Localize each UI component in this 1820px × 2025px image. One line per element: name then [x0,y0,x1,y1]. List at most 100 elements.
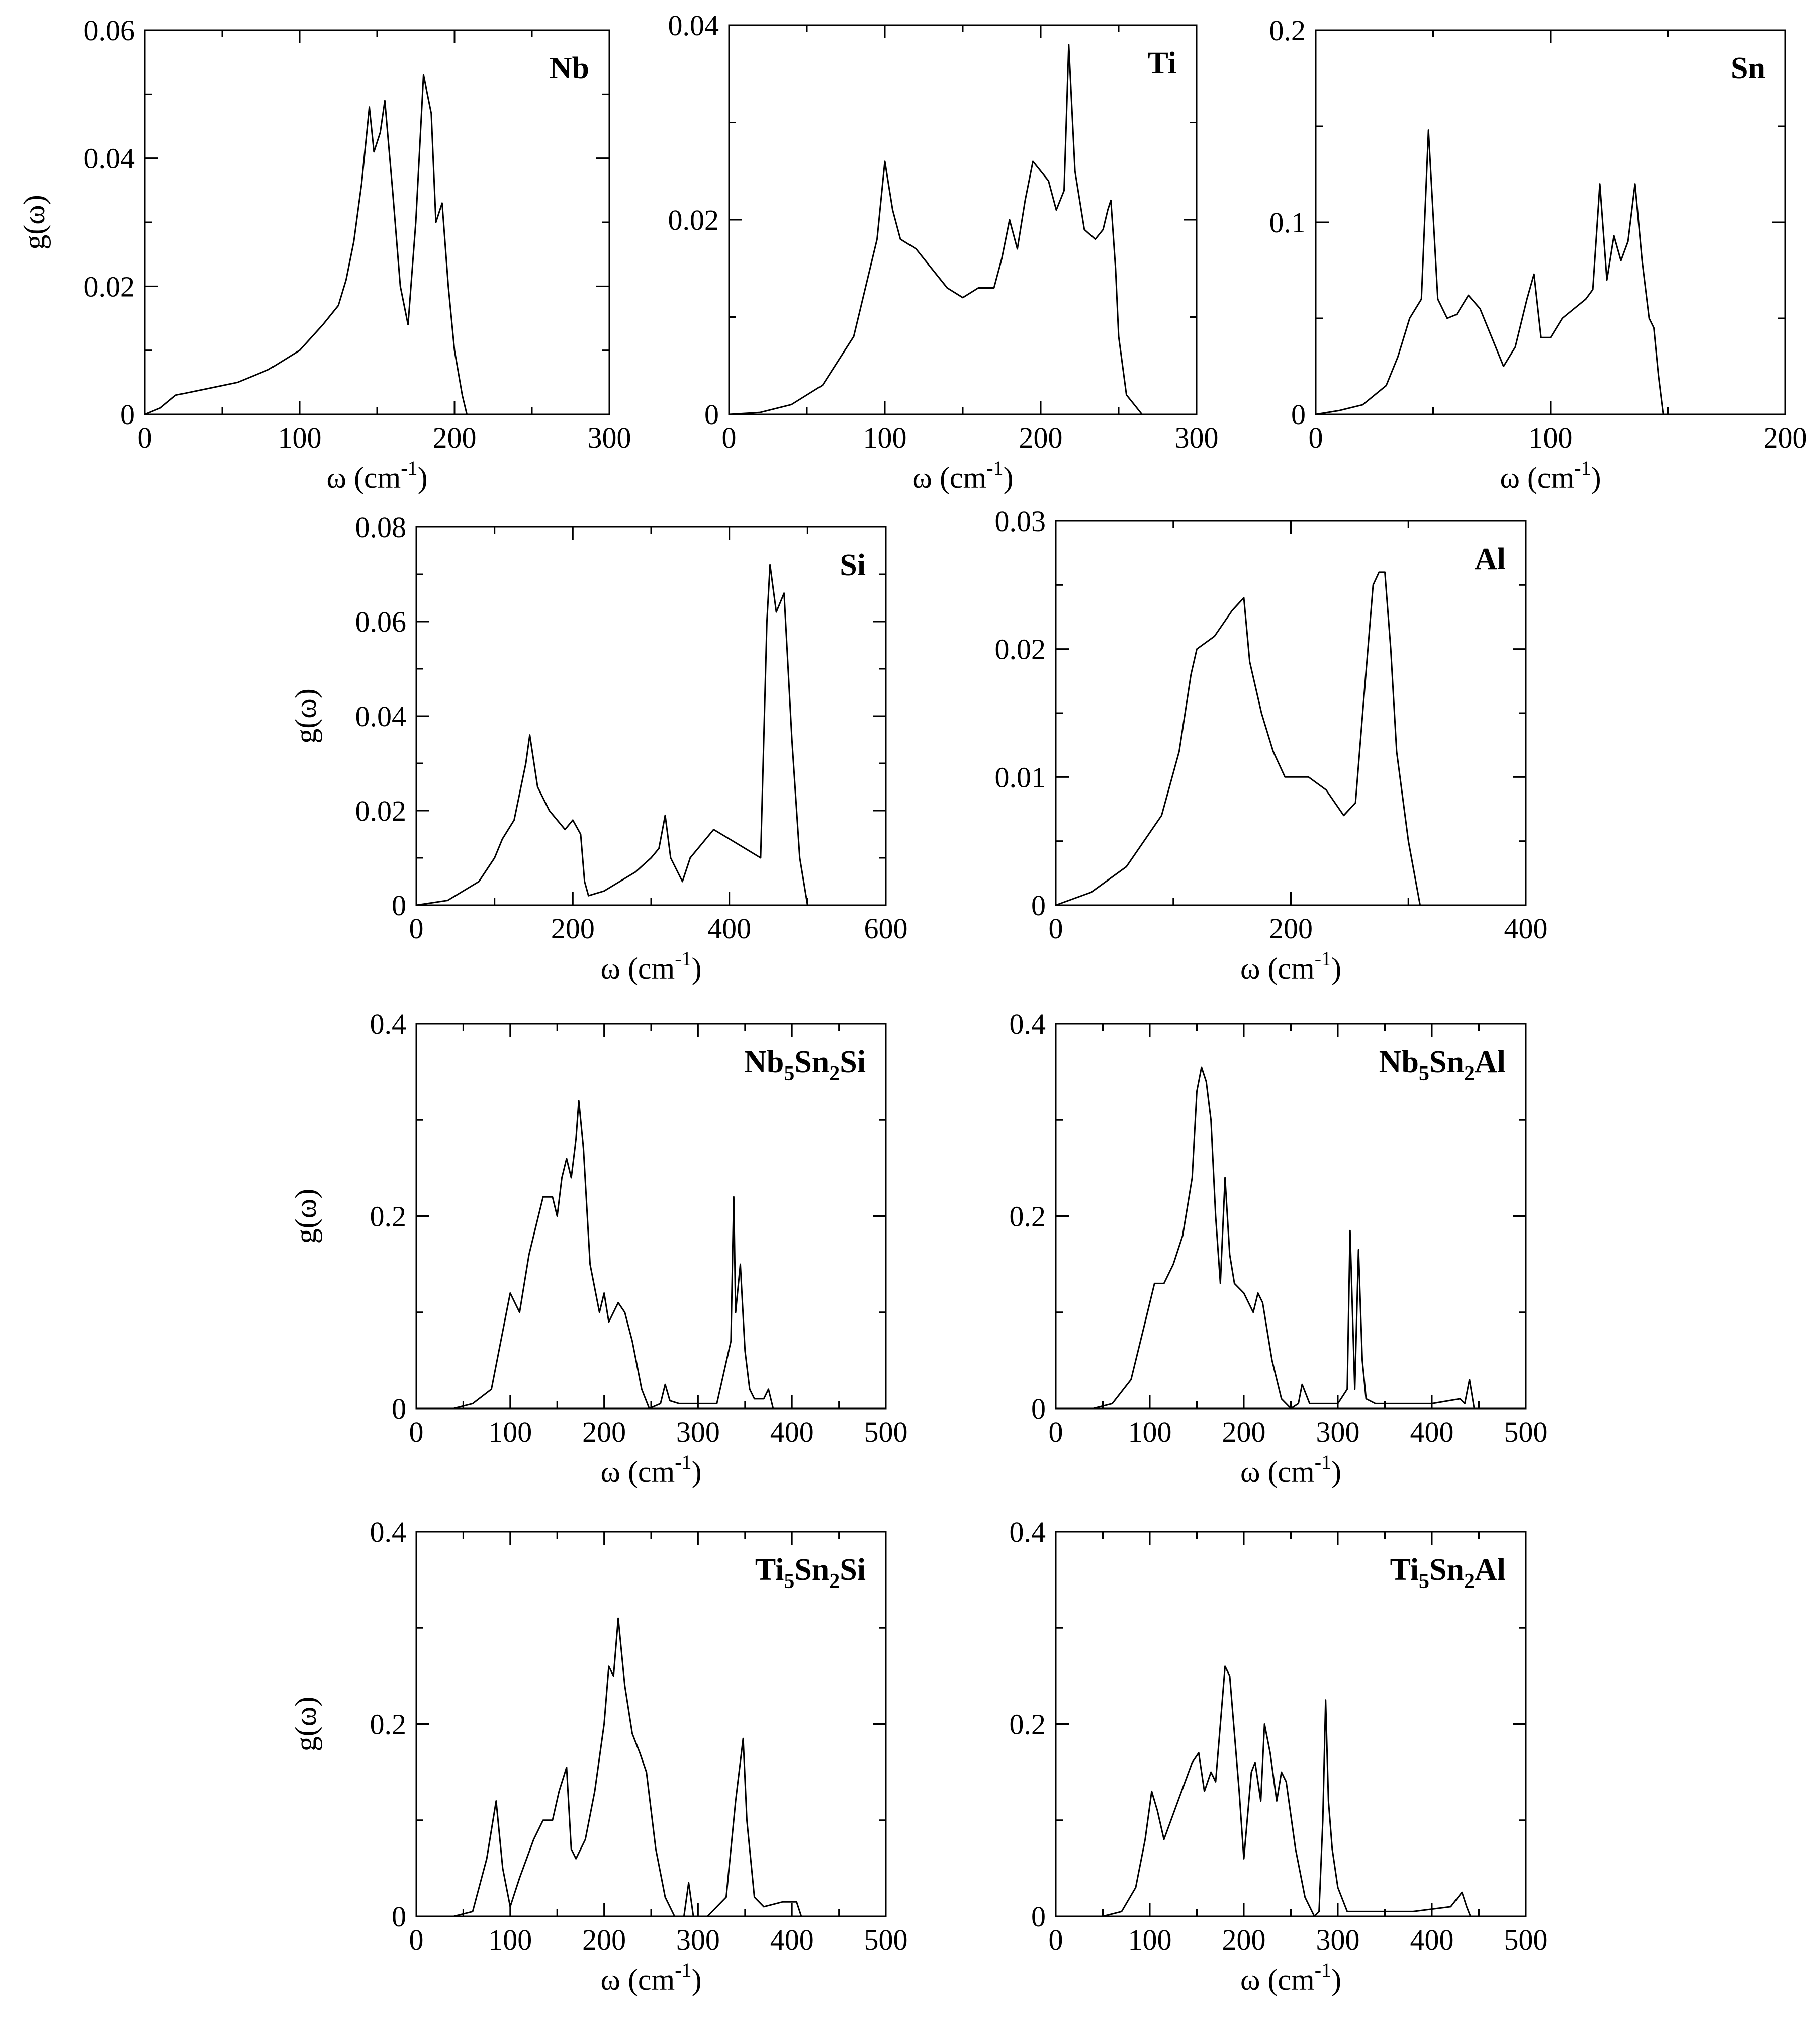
dos-curve-sn [1315,129,1664,415]
x-tick-label: 400 [707,912,751,945]
panel-ti5sn2al: 0 100 200 300 400 500 0 0.2 0.4 ω (cm-1) Ti5Sn2Al [1010,1516,1548,1996]
x-tick-label: 200 [1019,421,1063,454]
panel-label-part: Nb [744,1045,784,1079]
x-axis-title-main: ω (cm [1240,1455,1315,1488]
x-axis-title-main: ω (cm [1240,1963,1315,1996]
panel-label: Al [1475,542,1506,576]
x-tick-label: 200 [551,912,595,945]
y-tick-label: 0.4 [370,1516,407,1548]
x-axis-title-main: ω (cm [600,1455,675,1488]
panel-label-subscript: 2 [1464,1570,1475,1593]
panel-label-part: Nb [1379,1045,1419,1079]
x-axis-title-main: ω (cm [326,461,401,494]
y-tick-label: 0 [1031,1900,1046,1933]
y-tick-label: 0.2 [1010,1708,1046,1741]
panel-label: Ti5Sn2Al [1390,1553,1506,1593]
x-axis-title-close: ) [692,952,702,985]
x-tick-label: 500 [1504,1416,1548,1448]
y-tick-label: 0 [1291,398,1306,431]
panel-label-part: Ti [755,1553,784,1587]
y-tick-label: 0.4 [370,1008,407,1040]
y-axis-title: g(ω) [289,1697,322,1751]
x-axis-title: ω (cm-1) [1240,1959,1341,1996]
plot-frame [1055,1531,1527,1917]
panel-label-subscript: 5 [1419,1570,1429,1593]
y-tick-label: 0.06 [355,605,407,638]
panel-label-part: Al [1475,1045,1506,1079]
y-axis-title: g(ω) [289,688,322,743]
panel-label-subscript: 5 [1419,1062,1429,1085]
dos-curve-nb [144,74,468,415]
x-tick-label: 0 [1049,1416,1063,1448]
panel-label-part: Si [840,548,866,582]
x-axis-title: ω (cm-1) [912,457,1013,494]
y-tick-label: 0.06 [84,14,135,47]
y-tick-label: 0.2 [1010,1200,1046,1233]
y-tick-label: 0.02 [668,204,719,236]
y-tick-label: 0 [392,1900,406,1933]
panel-label: Nb [550,51,589,85]
x-tick-label: 400 [770,1416,814,1448]
x-tick-label: 300 [676,1923,720,1956]
x-axis-title-close: ) [1331,1963,1341,1996]
x-tick-label: 200 [1222,1923,1266,1956]
plot-frame [728,24,1198,415]
x-axis-title-exponent: -1 [1315,1959,1331,1981]
y-tick-label: 0.02 [995,633,1046,666]
plot-frame [144,29,610,415]
x-tick-label: 100 [1128,1923,1172,1956]
x-tick-label: 200 [582,1416,626,1448]
x-tick-label: 0 [1309,421,1323,454]
x-tick-label: 200 [1269,912,1313,945]
y-tick-label: 0.02 [355,795,407,827]
x-axis-title: ω (cm-1) [1240,1451,1341,1488]
x-axis-title-exponent: -1 [1574,457,1591,479]
panel-si: 0 200 400 600 0 0.02 0.04 0.06 0.08 ω (cm-1) g(ω) S… [289,511,908,985]
x-tick-label: 300 [588,421,631,454]
x-tick-label: 0 [409,1923,424,1956]
panel-label-part: Sn [1429,1553,1464,1587]
dos-curve-si [416,564,808,906]
x-tick-label: 500 [864,1416,908,1448]
panel-nb: 0 100 200 300 0 0.02 0.04 0.06 ω (cm-1) g(ω) Nb [18,14,631,494]
y-tick-label: 0.2 [370,1200,407,1233]
dos-curve-ti5sn2al [1103,1665,1472,1917]
x-axis-title-close: ) [1591,461,1601,494]
panel-label-part: Al [1475,1553,1506,1587]
panel-nb5sn2si: 0 100 200 300 400 500 0 0.2 0.4 ω (cm-1) g(ω) Nb5Sn… [289,1008,908,1488]
panel-sn: 0 100 200 0 0.1 0.2 ω (cm-1) Sn [1269,14,1807,494]
plot-frame [1055,520,1527,906]
y-tick-label: 0 [392,1392,406,1425]
panel-label: Sn [1731,51,1765,85]
panel-al: 0 200 400 0 0.01 0.02 0.03 ω (cm-1) Al [995,505,1548,985]
panel-label: Ti [1148,46,1176,80]
x-tick-label: 0 [409,912,424,945]
x-axis-title-main: ω (cm [600,952,675,985]
panel-label: Nb5Sn2Al [1379,1045,1506,1085]
panel-label: Si [840,548,866,582]
panel-label-subscript: 5 [784,1062,794,1085]
panel-label-part: Ti [1148,46,1176,80]
x-axis-title-main: ω (cm [1500,461,1574,494]
panel-label-part: Si [840,1045,866,1079]
x-axis-title-main: ω (cm [1240,952,1315,985]
dos-curve-nb5sn2al [1093,1066,1475,1410]
panel-ti5sn2si: 0 100 200 300 400 500 0 0.2 0.4 ω (cm-1) g(ω) Ti5Sn… [289,1516,908,1996]
x-axis-title-close: ) [1004,461,1014,494]
y-tick-label: 0 [1031,1392,1046,1425]
panel-label-part: Sn [794,1045,829,1079]
x-axis-title-exponent: -1 [1315,947,1331,970]
y-tick-label: 0.08 [355,511,407,544]
y-tick-label: 0 [120,398,135,431]
x-axis-title-exponent: -1 [1315,1451,1331,1473]
x-axis-title: ω (cm-1) [600,1959,701,1996]
dos-curve-nb5sn2si [453,1100,774,1410]
x-axis-title-exponent: -1 [401,457,417,479]
x-tick-label: 500 [864,1923,908,1956]
y-axis-title: g(ω) [18,195,51,249]
x-axis-title: ω (cm-1) [326,457,427,494]
x-tick-label: 0 [1049,1923,1063,1956]
plot-frame [415,526,887,906]
panel-label-subscript: 5 [784,1570,794,1593]
x-axis-title: ω (cm-1) [1240,947,1341,985]
